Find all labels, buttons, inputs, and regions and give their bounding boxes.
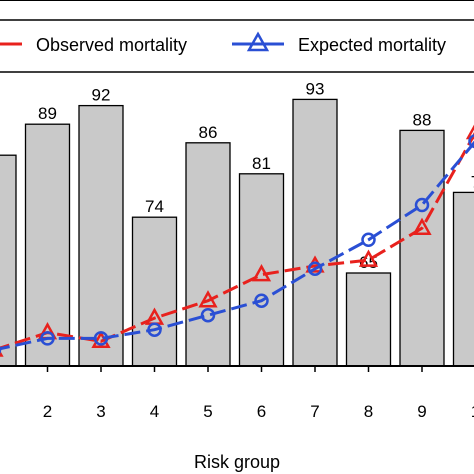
bar xyxy=(0,154,17,367)
legend: Observed mortality Expected mortality xyxy=(0,19,474,73)
bar-value-label: 93 xyxy=(306,79,325,98)
bar xyxy=(292,98,338,367)
bar xyxy=(452,191,474,367)
expected-point xyxy=(93,331,109,346)
expected-point xyxy=(40,331,55,346)
bar-value-label: 86 xyxy=(199,123,218,142)
lines-layer xyxy=(0,124,474,357)
legend-observed-label: Observed mortality xyxy=(36,35,187,55)
bar xyxy=(78,104,124,367)
observed-point xyxy=(412,217,432,235)
observed-point xyxy=(91,330,111,349)
expected-point xyxy=(414,197,430,213)
x-tick-label: 2 xyxy=(43,402,52,421)
x-tick-label: 7 xyxy=(310,402,319,421)
bar-value-label: 74 xyxy=(145,197,164,216)
expected-point xyxy=(147,322,162,337)
bars-layer xyxy=(0,98,474,367)
x-axis-title: Risk group xyxy=(194,452,280,472)
observed-point xyxy=(358,249,379,267)
bar xyxy=(399,129,445,367)
bar xyxy=(345,272,392,367)
bar-value-label: 7 xyxy=(471,172,474,191)
legend-expected-label: Expected mortality xyxy=(298,35,446,55)
expected-point xyxy=(361,232,376,248)
series-expected xyxy=(0,134,474,355)
x-tick-label: 1 xyxy=(471,402,474,421)
bar-value-label: 89 xyxy=(38,104,57,123)
bar xyxy=(24,123,71,367)
x-tick-label: 6 xyxy=(257,402,266,421)
observed-point xyxy=(465,124,474,140)
expected-point xyxy=(468,134,474,149)
observed-point xyxy=(198,290,218,308)
expected-point xyxy=(254,293,269,308)
bar-labels-layer: 489927486819365887 xyxy=(38,79,474,272)
series-observed xyxy=(0,124,474,357)
x-axis-ticks: 1234567891 xyxy=(43,366,474,421)
x-tick-label: 5 xyxy=(203,402,212,421)
plot-frame xyxy=(0,0,474,367)
x-tick-label: 9 xyxy=(417,402,426,421)
bar-value-label: 81 xyxy=(252,154,271,173)
observed-point xyxy=(251,264,272,282)
legend-expected-marker xyxy=(246,31,270,52)
x-tick-label: 8 xyxy=(364,402,373,421)
bar xyxy=(131,216,178,367)
legend-box xyxy=(0,19,474,73)
bar xyxy=(238,173,285,367)
expected-point xyxy=(307,261,323,277)
bar-value-label: 88 xyxy=(413,110,432,129)
series-line xyxy=(0,132,474,350)
expected-point xyxy=(200,307,216,323)
bar xyxy=(185,142,231,367)
x-tick-label: 4 xyxy=(150,402,159,421)
bar-value-label: 92 xyxy=(92,86,111,105)
series-line xyxy=(0,140,474,351)
x-tick-label: 3 xyxy=(96,402,105,421)
